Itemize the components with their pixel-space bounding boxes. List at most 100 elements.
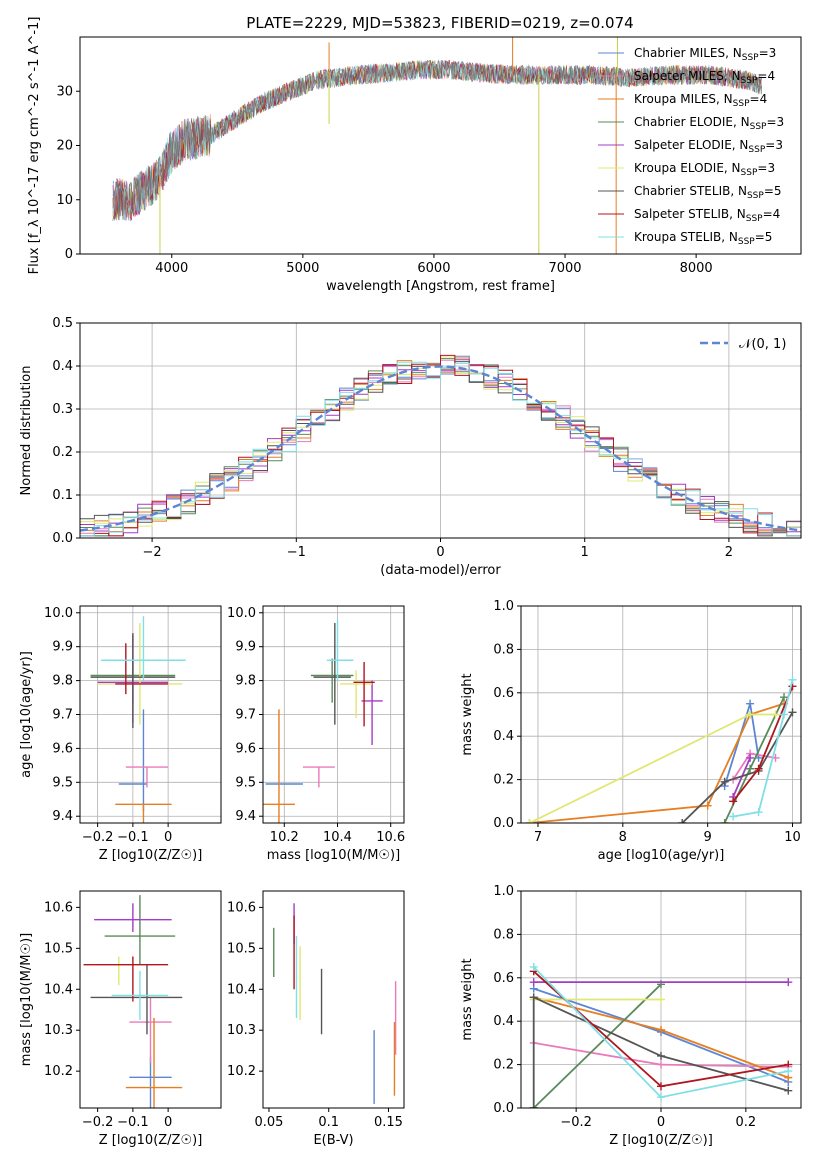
plot-area [263,606,404,823]
x-tick-label: 0.05 [254,1115,283,1130]
x-tick-label: 0 [657,1115,665,1130]
spectrum-line [112,59,762,221]
y-tick-label: 0.8 [493,927,514,942]
spectrum-line [112,58,762,222]
weight-series [723,703,760,787]
x-tick-label: 0 [164,830,172,845]
weight-marker [729,797,738,806]
x-axis-label: age [log10(age/yr)] [598,848,725,863]
plot-area [80,323,801,538]
weight-marker [525,819,534,823]
weight-series [532,995,789,1108]
weight-marker [784,1086,793,1095]
weight-series [529,702,785,823]
y-tick-label: 10.3 [44,1023,73,1038]
weight-marker [746,710,755,719]
weight-marker [788,675,797,684]
histogram-series [80,354,801,537]
y-tick-label: 30 [56,84,73,99]
y-tick-label: 10.5 [227,941,256,956]
weight-marker [657,1082,665,1091]
y-axis-label: age [log10(age/yr)] [19,651,34,778]
x-tick-label: 10 [784,830,801,845]
y-tick-label: 20 [56,139,73,154]
legend-label: Kroupa ELODIE, NSSP=3 [634,161,775,178]
weight-marker [754,808,763,817]
y-tick-label: 0.0 [493,816,514,831]
y-tick-label: 1.0 [493,599,514,614]
y-tick-label: 10.0 [44,606,73,621]
y-tick-label: 10.6 [227,900,256,915]
x-tick-label: 9 [704,830,712,845]
x-tick-label: 8000 [680,261,713,276]
y-tick-label: 0.6 [493,971,514,986]
y-tick-label: 9.5 [235,775,256,790]
y-tick-label: 0.0 [493,1101,514,1116]
y-tick-label: 9.4 [52,809,73,824]
x-tick-label: 7000 [548,261,581,276]
y-tick-label: 10.5 [44,941,73,956]
legend-label: Salpeter MILES, NSSP=4 [634,69,775,86]
axes-frame [520,605,802,824]
y-tick-label: 10.0 [227,606,256,621]
y-tick-label: 9.7 [235,708,256,723]
legend-label: Kroupa MILES, NSSP=4 [634,92,767,109]
histogram-series [80,361,801,537]
x-tick-label: −0.2 [560,1115,592,1130]
weight-series [529,713,776,823]
y-tick-label: 0.1 [52,488,73,503]
weight-marker [780,693,789,702]
weight-marker [754,764,763,773]
y-tick-label: 0.2 [493,773,514,788]
weight-series [533,983,662,1108]
x-tick-label: −1 [287,545,306,560]
weight-marker [729,812,738,821]
y-tick-label: 0.2 [493,1058,514,1073]
axes-frame [79,890,222,1109]
weight-marker [657,1025,665,1034]
y-tick-label: 0.8 [493,642,514,657]
x-tick-label: 7 [534,830,542,845]
y-axis-label: Flux [f_λ 10^-17 erg cm^-2 s^-1 A^-1] [27,17,42,275]
x-tick-label: −0.2 [82,830,114,845]
weight-marker [771,710,780,719]
x-axis-label: (data-model)/error [380,563,501,578]
y-tick-label: 9.8 [52,674,73,689]
legend: Chabrier MILES, NSSP=3 Salpeter MILES, NS… [598,46,784,247]
weight-marker [529,978,538,987]
weight-marker [657,1051,665,1060]
axes-frame [79,36,802,255]
weight-marker [657,1093,665,1102]
y-tick-label: 9.6 [235,741,256,756]
x-tick-label: −0.2 [82,1115,114,1130]
y-tick-label: 9.9 [235,640,256,655]
y-tick-label: 9.7 [52,708,73,723]
weight-marker [720,777,729,786]
x-tick-label: 0 [436,545,444,560]
y-axis-label: mass weight [460,673,475,755]
plot-area [521,606,801,823]
panel-mass-weight-vs-metallicity: −0.2 0 0.2 0.0 0.2 0.4 0.6 0.8 1.0 Z [log10(Z/Z☉)… [460,884,802,1148]
x-tick-label: 0.15 [374,1115,403,1130]
figure-title: PLATE=2229, MJD=53823, FIBERID=0219, z=0… [246,14,633,32]
panel-mass-vs-extinction: 0.05 0.1 0.15 10.2 10.3 10.4 10.5 10.6 E(B-V) [227,890,405,1148]
weight-marker [788,708,797,717]
x-tick-label: 0.2 [736,1115,757,1130]
x-axis-label: Z [log10(Z/Z☉)] [99,1133,203,1148]
panel-age-vs-mass: 10.2 10.4 10.6 9.4 9.5 9.6 9.7 9.8 9.9 10.0 mass [… [227,605,405,863]
x-tick-label: 0.1 [318,1115,339,1130]
legend-label: Salpeter ELODIE, NSSP=3 [634,138,783,155]
y-tick-label: 0 [65,247,73,262]
y-tick-label: 10.3 [227,1023,256,1038]
weight-marker [529,1104,538,1108]
legend-label: Chabrier ELODIE, NSSP=3 [634,115,784,132]
legend-label: Chabrier STELIB, NSSP=5 [634,184,782,201]
y-tick-label: 0.5 [52,316,73,331]
x-axis-label: Z [log10(Z/Z☉)] [99,848,203,863]
y-tick-label: 10.4 [227,982,256,997]
x-tick-label: 5000 [286,261,319,276]
y-axis-label: mass weight [460,958,475,1040]
panel-mass-weight-vs-age: 7 8 9 10 0.0 0.2 0.4 0.6 0.8 1.0 age [log10(age/yr… [460,599,802,863]
y-tick-label: 10.4 [44,982,73,997]
